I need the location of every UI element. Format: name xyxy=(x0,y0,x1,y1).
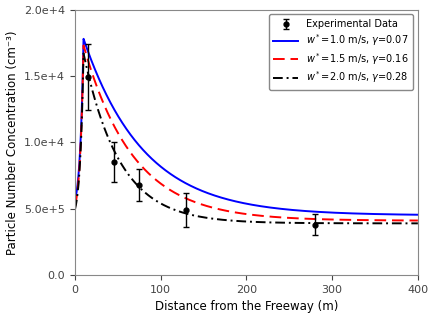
$w^*$=2.0 m/s, $\gamma$=0.28 xyxy=(81,52,86,56)
Line: $w^*$=1.0 m/s, $\gamma$=0.07: $w^*$=1.0 m/s, $\gamma$=0.07 xyxy=(75,39,418,215)
$w^*$=2.0 m/s, $\gamma$=0.28 xyxy=(342,221,348,225)
$w^*$=1.0 m/s, $\gamma$=0.07 xyxy=(405,213,411,217)
$w^*$=2.0 m/s, $\gamma$=0.28 xyxy=(415,221,421,225)
$w^*$=1.0 m/s, $\gamma$=0.07 xyxy=(90,62,95,65)
$w^*$=2.0 m/s, $\gamma$=0.28 xyxy=(90,89,95,93)
$w^*$=1.5 m/s, $\gamma$=0.16 xyxy=(342,218,348,222)
X-axis label: Distance from the Freeway (m): Distance from the Freeway (m) xyxy=(155,300,338,314)
$w^*$=2.0 m/s, $\gamma$=0.28 xyxy=(72,207,78,211)
$w^*$=2.0 m/s, $\gamma$=0.28 xyxy=(230,219,235,223)
$w^*$=1.5 m/s, $\gamma$=0.16 xyxy=(72,204,78,208)
$w^*$=2.0 m/s, $\gamma$=0.28 xyxy=(405,221,411,225)
Legend: Experimental Data, $w^*$=1.0 m/s, $\gamma$=0.07, $w^*$=1.5 m/s, $\gamma$=0.16, $: Experimental Data, $w^*$=1.0 m/s, $\gamm… xyxy=(269,14,413,90)
Line: $w^*$=2.0 m/s, $\gamma$=0.28: $w^*$=2.0 m/s, $\gamma$=0.28 xyxy=(75,54,418,223)
$w^*$=1.5 m/s, $\gamma$=0.16 xyxy=(230,210,235,214)
$w^*$=1.5 m/s, $\gamma$=0.16 xyxy=(239,211,244,215)
$w^*$=2.0 m/s, $\gamma$=0.28 xyxy=(239,219,244,223)
Y-axis label: Particle Number Concentration (cm⁻³): Particle Number Concentration (cm⁻³) xyxy=(6,30,19,255)
$w^*$=1.0 m/s, $\gamma$=0.07 xyxy=(72,199,78,203)
$w^*$=1.5 m/s, $\gamma$=0.16 xyxy=(90,73,95,77)
$w^*$=1.0 m/s, $\gamma$=0.07 xyxy=(239,201,244,205)
$w^*$=1.5 m/s, $\gamma$=0.16 xyxy=(405,219,411,222)
$w^*$=1.5 m/s, $\gamma$=0.16 xyxy=(405,219,411,222)
$w^*$=1.0 m/s, $\gamma$=0.07 xyxy=(415,213,421,217)
$w^*$=1.0 m/s, $\gamma$=0.07 xyxy=(405,213,411,217)
$w^*$=1.0 m/s, $\gamma$=0.07 xyxy=(342,211,348,215)
$w^*$=1.0 m/s, $\gamma$=0.07 xyxy=(81,37,86,41)
$w^*$=1.0 m/s, $\gamma$=0.07 xyxy=(230,199,235,203)
$w^*$=1.5 m/s, $\gamma$=0.16 xyxy=(415,219,421,222)
Line: $w^*$=1.5 m/s, $\gamma$=0.16: $w^*$=1.5 m/s, $\gamma$=0.16 xyxy=(75,46,418,220)
$w^*$=2.0 m/s, $\gamma$=0.28 xyxy=(405,221,411,225)
$w^*$=1.5 m/s, $\gamma$=0.16 xyxy=(81,44,86,48)
